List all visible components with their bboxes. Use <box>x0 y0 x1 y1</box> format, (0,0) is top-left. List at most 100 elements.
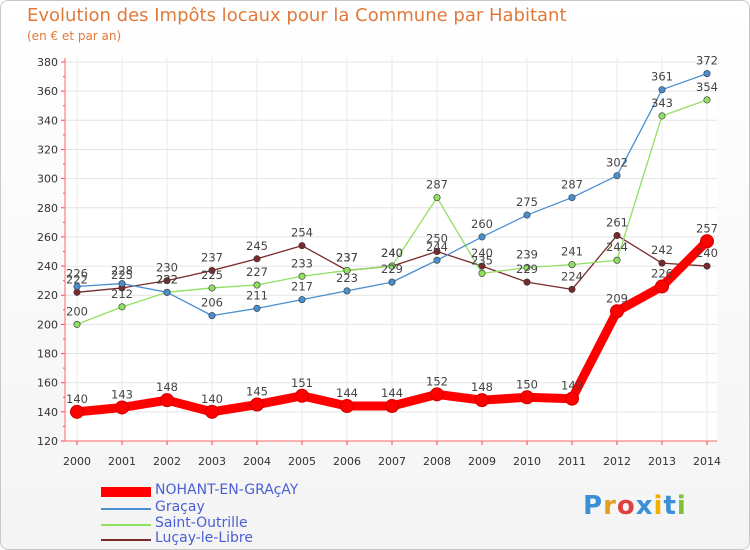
data-label-lucay-2012: 261 <box>606 215 628 229</box>
point-saint_outrille-2004 <box>253 281 261 289</box>
legend-swatch-saint-outrille <box>101 524 151 526</box>
data-label-lucay-2006: 237 <box>336 250 358 264</box>
point-saint_outrille-2010 <box>523 264 531 272</box>
x-tick-label: 2011 <box>558 455 586 468</box>
point-main-2000 <box>70 404 84 419</box>
point-lucay-2000 <box>73 288 81 296</box>
y-tick-label: 220 <box>37 289 58 302</box>
plot-area <box>65 58 717 441</box>
data-label-main-2010: 150 <box>516 377 538 391</box>
data-label-gracay-2004: 211 <box>246 288 268 302</box>
data-label-lucay-2000: 222 <box>66 272 88 286</box>
x-tick-label: 2012 <box>603 455 631 468</box>
data-label-gracay-2006: 223 <box>336 271 358 285</box>
x-tick-label: 2007 <box>378 455 406 468</box>
legend-label-saint-outrille: Saint-Outrille <box>155 515 248 531</box>
point-saint_outrille-2007 <box>388 262 396 270</box>
point-saint_outrille-2008 <box>433 194 441 202</box>
point-lucay-2014 <box>703 262 711 270</box>
point-gracay-2004 <box>253 304 261 312</box>
x-tick-label: 2013 <box>648 455 676 468</box>
point-main-2013 <box>655 279 669 294</box>
data-label-main-2014: 257 <box>696 221 718 235</box>
point-saint_outrille-2009 <box>478 269 486 277</box>
data-label-lucay-2007: 240 <box>381 246 403 260</box>
point-gracay-2007 <box>388 278 396 286</box>
data-label-main-2000: 140 <box>66 392 88 406</box>
point-lucay-2013 <box>658 259 666 267</box>
data-label-main-2001: 143 <box>111 387 133 401</box>
point-lucay-2010 <box>523 278 531 286</box>
data-label-saint_outrille-2013: 343 <box>651 96 673 110</box>
x-tick-label: 2010 <box>513 455 541 468</box>
data-label-saint_outrille-2008: 287 <box>426 178 448 192</box>
legend-label-gracay: Graçay <box>155 499 205 515</box>
x-tick-label: 2005 <box>288 455 316 468</box>
data-label-saint_outrille-2012: 244 <box>606 240 628 254</box>
data-label-main-2013: 226 <box>651 266 673 280</box>
point-main-2005 <box>295 388 309 403</box>
data-label-main-2012: 209 <box>606 291 628 305</box>
y-tick-label: 140 <box>37 406 58 419</box>
point-main-2007 <box>385 399 399 414</box>
x-tick-label: 2008 <box>423 455 451 468</box>
point-saint_outrille-2014 <box>703 96 711 104</box>
point-gracay-2013 <box>658 86 666 94</box>
point-main-2006 <box>340 399 354 414</box>
point-lucay-2012 <box>613 231 621 239</box>
data-label-lucay-2003: 237 <box>201 250 223 264</box>
data-label-saint_outrille-2009: 235 <box>471 253 493 267</box>
data-label-gracay-2007: 229 <box>381 262 403 276</box>
point-gracay-2005 <box>298 296 306 304</box>
y-tick-label: 200 <box>37 318 58 331</box>
data-label-main-2007: 144 <box>381 386 403 400</box>
point-main-2001 <box>115 400 129 415</box>
point-saint_outrille-2006 <box>343 266 351 274</box>
data-label-lucay-2010: 229 <box>516 262 538 276</box>
y-tick-label: 260 <box>37 231 58 244</box>
point-main-2012 <box>610 304 624 319</box>
x-tick-label: 2003 <box>198 455 226 468</box>
data-label-lucay-2008: 250 <box>426 232 448 246</box>
point-saint_outrille-2005 <box>298 272 306 280</box>
data-label-lucay-2013: 242 <box>651 243 673 257</box>
point-gracay-2008 <box>433 256 441 264</box>
chart-subtitle: (en € et par an) <box>27 29 122 43</box>
data-label-gracay-2013: 361 <box>651 70 673 84</box>
chart-title: Evolution des Impôts locaux pour la Comm… <box>27 5 567 26</box>
data-label-saint_outrille-2014: 354 <box>696 80 718 94</box>
data-label-saint_outrille-2006: 237 <box>336 250 358 264</box>
point-saint_outrille-2012 <box>613 256 621 264</box>
legend-label-nohant: NOHANT-EN-GRAçAY <box>155 482 299 498</box>
data-label-gracay-2005: 217 <box>291 280 313 294</box>
legend-swatch-lucay <box>101 539 151 541</box>
data-label-main-2009: 148 <box>471 380 493 394</box>
y-tick-label: 380 <box>37 56 58 69</box>
point-main-2008 <box>430 387 444 402</box>
data-label-main-2006: 144 <box>336 386 358 400</box>
x-tick-label: 2006 <box>333 455 361 468</box>
point-saint_outrille-2013 <box>658 112 666 120</box>
data-label-saint_outrille-2003: 225 <box>201 268 223 282</box>
data-label-lucay-2009: 240 <box>471 246 493 260</box>
y-tick-label: 240 <box>37 260 58 273</box>
y-tick-label: 300 <box>37 173 58 186</box>
point-saint_outrille-2011 <box>568 261 576 269</box>
data-label-saint_outrille-2005: 233 <box>291 256 313 270</box>
data-label-saint_outrille-2004: 227 <box>246 265 268 279</box>
data-label-lucay-2005: 254 <box>291 226 313 240</box>
data-label-main-2003: 140 <box>201 392 223 406</box>
x-tick-label: 2014 <box>693 455 721 468</box>
data-label-main-2011: 149 <box>561 379 583 393</box>
data-label-gracay-2010: 275 <box>516 195 538 209</box>
x-tick-label: 2002 <box>153 455 181 468</box>
data-label-saint_outrille-2001: 212 <box>111 287 133 301</box>
data-label-gracay-2009: 260 <box>471 217 493 231</box>
data-label-lucay-2014: 240 <box>696 246 718 260</box>
y-tick-label: 320 <box>37 143 58 156</box>
point-gracay-2009 <box>478 233 486 241</box>
data-label-saint_outrille-2010: 239 <box>516 248 538 262</box>
point-main-2003 <box>205 404 219 419</box>
point-main-2009 <box>475 393 489 408</box>
data-label-main-2008: 152 <box>426 374 448 388</box>
